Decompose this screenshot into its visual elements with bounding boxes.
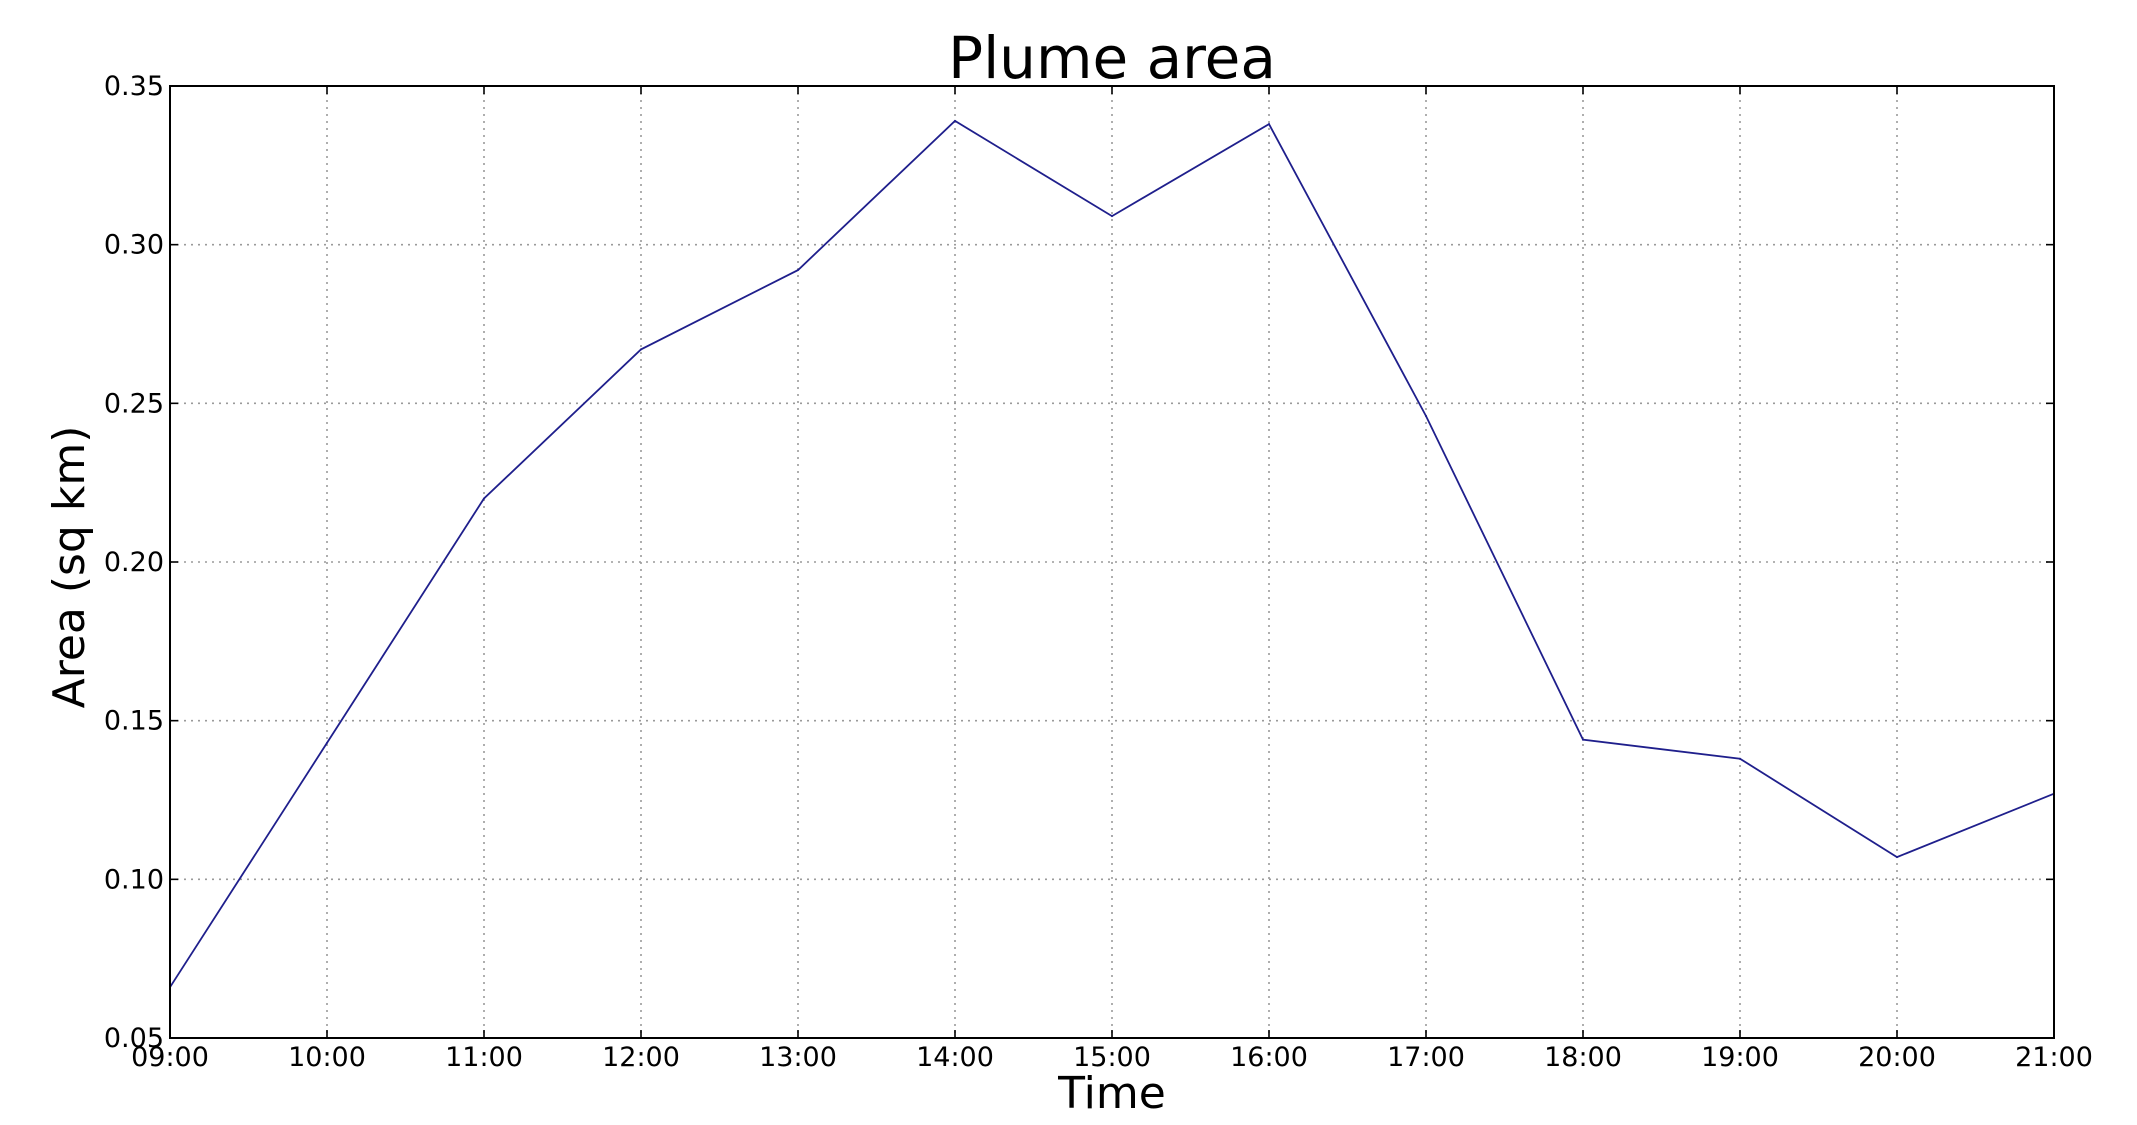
x-axis-title: Time: [1057, 1068, 1166, 1119]
data-point: [1582, 738, 1584, 741]
x-tick-label: 19:00: [1701, 1042, 1779, 1073]
x-tick-label: 20:00: [1858, 1042, 1936, 1073]
x-tick-label: 12:00: [602, 1042, 680, 1073]
x-tick-label: 17:00: [1387, 1042, 1465, 1073]
data-point: [797, 269, 799, 272]
y-tick-label: 0.30: [104, 230, 164, 261]
data-point: [954, 119, 956, 122]
y-tick-labels: 0.05 0.10 0.15 0.20 0.25 0.30 0.35: [104, 71, 164, 1054]
x-tick-label: 11:00: [445, 1042, 523, 1073]
data-point: [1268, 123, 1270, 126]
grid: [170, 86, 2054, 1038]
tick-marks: [169, 85, 2055, 1039]
data-point: [1425, 415, 1427, 418]
x-tick-label: 10:00: [288, 1042, 366, 1073]
series-layer: [169, 119, 2055, 989]
data-point: [483, 497, 485, 500]
data-point: [1739, 757, 1741, 760]
y-tick-label: 0.25: [104, 388, 164, 419]
x-tick-label: 09:00: [131, 1042, 209, 1073]
y-tick-label: 0.35: [104, 71, 164, 102]
x-tick-label: 13:00: [759, 1042, 837, 1073]
data-point: [640, 348, 642, 351]
chart-title: Plume area: [948, 24, 1276, 92]
y-tick-label: 0.10: [104, 864, 164, 895]
x-tick-label: 14:00: [916, 1042, 994, 1073]
x-tick-labels: 09:00 10:00 11:00 12:00 13:00 14:00 15:00 16:00…: [131, 1042, 2093, 1073]
x-tick-label: 21:00: [2015, 1042, 2093, 1073]
data-point: [326, 741, 328, 744]
data-point: [1896, 856, 1898, 859]
data-point: [1111, 215, 1113, 218]
x-tick-label: 15:00: [1073, 1042, 1151, 1073]
y-axis-title: Area (sq km): [44, 426, 95, 709]
y-tick-label: 0.05: [104, 1023, 164, 1054]
y-tick-label: 0.15: [104, 706, 164, 737]
y-tick-label: 0.20: [104, 547, 164, 578]
x-tick-label: 18:00: [1544, 1042, 1622, 1073]
x-tick-label: 16:00: [1230, 1042, 1308, 1073]
